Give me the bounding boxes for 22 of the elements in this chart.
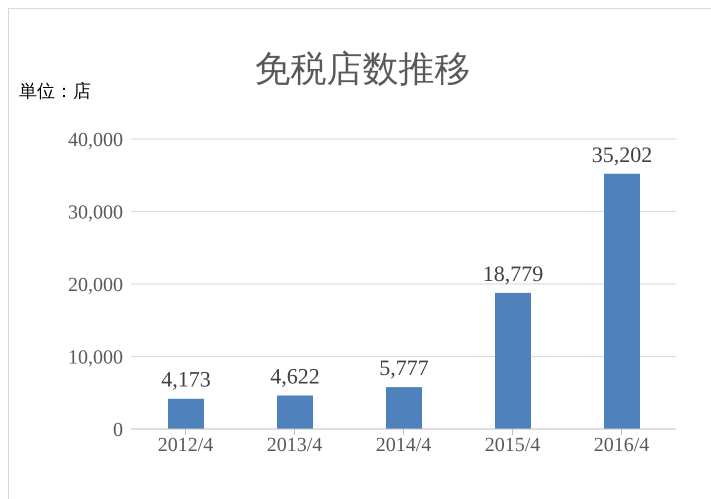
bar: [168, 398, 204, 429]
bar: [604, 174, 640, 429]
y-tick-label: 20,000: [68, 274, 123, 296]
data-label: 5,777: [379, 355, 429, 380]
x-tick-label: 2012/4: [158, 434, 214, 456]
data-label: 18,779: [482, 260, 544, 286]
chart-title: 免税店数推移: [254, 49, 470, 90]
y-axis-title: 単位：店: [19, 80, 91, 103]
y-tick-label: 40,000: [68, 129, 123, 152]
y-tick-label: 10,000: [68, 346, 123, 369]
x-tick-label: 2015/4: [484, 434, 540, 456]
x-tick-label: 2013/4: [266, 434, 322, 456]
y-tick-label: 0: [113, 419, 123, 442]
x-tick-label: 2014/4: [376, 434, 432, 456]
x-tick-label: 2016/4: [594, 434, 650, 456]
bar: [277, 395, 313, 429]
y-tick-label: 30,000: [68, 202, 123, 224]
data-label: 4,622: [270, 363, 320, 388]
data-label: 4,173: [161, 366, 211, 392]
data-label: 35,202: [592, 142, 652, 167]
bar: [495, 292, 531, 429]
bar: [386, 387, 422, 429]
